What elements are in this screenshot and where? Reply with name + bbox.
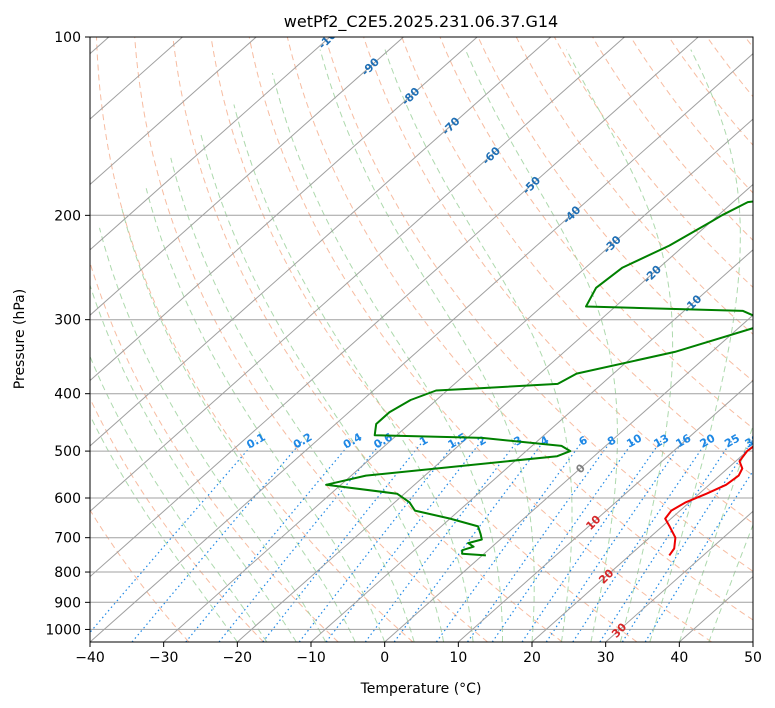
x-tick-label: −40 [75, 650, 105, 666]
mixing-ratio-line [131, 440, 303, 642]
isotherm-line [90, 37, 331, 251]
x-tick-label: 40 [670, 650, 688, 666]
moist-adiabat-line [90, 283, 297, 642]
mixing-ratio-line [545, 440, 684, 642]
moist-adiabat-line [121, 208, 356, 642]
mixing-ratio-line [491, 440, 635, 642]
moist-adiabat-line [678, 424, 753, 642]
mixing-ratio-line [393, 440, 545, 642]
dry-adiabat-line [553, 37, 753, 288]
mixing-ratio-line [298, 440, 458, 642]
y-axis: 1000 900 800 700 600 500 400 300 200 100 [45, 30, 90, 638]
moist-adiabat-line [99, 227, 327, 642]
x-tick-label: −20 [223, 650, 253, 666]
dry-adiabat-line [210, 37, 638, 642]
dry-adiabat-line [325, 37, 753, 572]
moist-adiabat-line [384, 49, 573, 642]
moist-adiabat-line [145, 188, 386, 642]
y-tick-label: 300 [54, 313, 81, 329]
dry-adiabat-line [668, 37, 753, 146]
moist-adiabat-line [464, 49, 618, 642]
dry-adiabat-line [401, 37, 753, 477]
mixing-ratio-line [218, 440, 384, 642]
mixing-ratio-line [621, 440, 753, 642]
chart-title: wetPf2_C2E5.2025.231.06.37.G14 [284, 12, 558, 32]
y-tick-label: 100 [54, 30, 81, 46]
y-tick-label: 700 [54, 531, 81, 547]
isotherm-line [457, 379, 753, 642]
dry-adiabat-line [90, 397, 264, 642]
y-axis-label: Pressure (hPa) [12, 289, 28, 389]
isotherm-line [90, 37, 625, 512]
mixing-ratio-line [521, 440, 662, 642]
moist-adiabat-line [90, 355, 268, 642]
mixing-ratio-line [467, 440, 612, 642]
dry-adiabat-line [172, 37, 563, 642]
dry-adiabat-line [286, 37, 753, 621]
isotherm-line [90, 37, 404, 316]
x-tick-label: 10 [449, 650, 467, 666]
isotherm-line [163, 118, 753, 642]
dry-adiabat-line [134, 37, 488, 642]
isotherm-line [605, 510, 753, 642]
isotherm-line [384, 314, 753, 642]
dry-adiabat-line [96, 37, 414, 642]
plot-frame [89, 36, 754, 643]
isotherm-line [531, 445, 753, 642]
x-tick-label: −30 [149, 650, 179, 666]
x-tick-label: 20 [523, 650, 541, 666]
x-tick-label: 50 [744, 650, 762, 666]
background-lines [90, 37, 753, 642]
dry-adiabat-line [363, 37, 753, 524]
isotherm-line [90, 37, 478, 382]
y-tick-label: 500 [54, 444, 81, 460]
isotherm-line [236, 183, 753, 642]
y-tick-label: 1000 [45, 622, 81, 638]
x-tick-label: 0 [380, 650, 389, 666]
x-axis-label: Temperature (°C) [360, 681, 482, 697]
y-tick-label: 900 [54, 595, 81, 611]
moist-adiabat-line [649, 49, 741, 642]
isotherm-line [90, 37, 257, 186]
x-tick-label: −10 [296, 650, 326, 666]
moist-adiabat-line [90, 414, 238, 642]
mixing-ratio-line [644, 470, 753, 642]
isotherm-line [90, 37, 552, 447]
temperature-profile-line [664, 445, 753, 556]
isotherm-line [90, 53, 753, 642]
moist-adiabat-line [565, 49, 674, 642]
y-tick-label: 600 [54, 491, 81, 507]
mixing-ratio-line [435, 440, 584, 642]
moist-adiabat-line [708, 523, 753, 642]
dewpoint-profile-line [325, 200, 753, 557]
profile-lines [325, 200, 753, 557]
y-tick-label: 400 [54, 387, 81, 403]
isotherm-line [310, 249, 753, 642]
x-axis: −40 −30 −20 −10 0 10 20 30 40 50 [75, 642, 762, 666]
mixing-ratio-line [90, 440, 257, 634]
y-tick-label: 800 [54, 565, 81, 581]
dry-adiabat-line [477, 37, 753, 382]
isotherm-line [90, 37, 699, 578]
y-tick-label: 200 [54, 208, 81, 224]
moist-adiabat-line [233, 104, 474, 642]
moist-adiabat-line [271, 72, 503, 642]
mixing-ratio-label: 30 [743, 431, 763, 450]
mixing-ratio-line [325, 440, 483, 642]
mixing-ratio-line [364, 440, 519, 642]
x-tick-label: 30 [597, 650, 615, 666]
dry-adiabat-line [630, 37, 753, 194]
moist-adiabat-line [319, 49, 535, 642]
